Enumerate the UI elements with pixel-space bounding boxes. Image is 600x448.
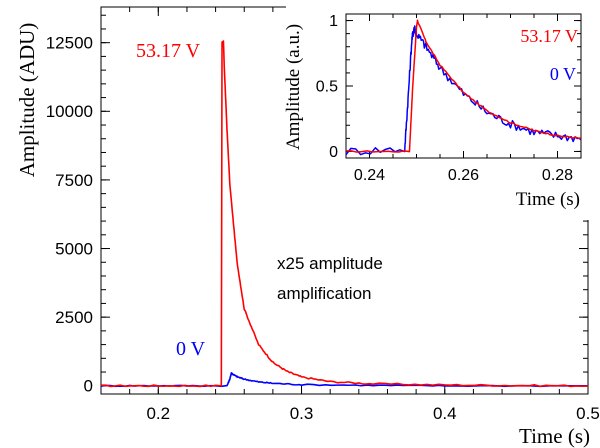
- main-legend-label-0v: 0 V: [176, 338, 206, 360]
- inset-plot-y-axis-label: Amplitude (a.u.): [283, 24, 304, 150]
- inset-legend-label-53v: 53.17 V: [520, 26, 578, 46]
- main-plot: 0.2 0.3 0.4 0.5 0 2500 5000 7500 10000 12500 Ampl…: [15, 6, 600, 448]
- y-tick-label: 0: [84, 377, 93, 396]
- inset-plot-lines: [345, 19, 582, 156]
- x-tick-label: 0.28: [542, 167, 573, 184]
- x-tick-label: 0.26: [448, 167, 479, 184]
- inset-plot-background: [286, 6, 595, 220]
- y-tick-label: 7500: [55, 171, 93, 190]
- y-tick-label: 10000: [46, 102, 93, 121]
- series-line-0v: [345, 25, 582, 156]
- y-tick-label: 0: [329, 144, 338, 161]
- inset-legend-label-0v: 0 V: [550, 64, 576, 84]
- annotation-line-1: x25 amplitude: [277, 254, 383, 273]
- y-tick-label: 5000: [55, 239, 93, 258]
- series-line-0v: [100, 372, 589, 388]
- main-plot-y-axis-label: Amplitude (ADU): [15, 23, 39, 178]
- inset-plot: 0.24 0.26 0.28 0 0.5 1 Amplitude (a.u.) Time …: [283, 6, 595, 220]
- main-plot-x-axis-label: Time (s): [519, 424, 590, 448]
- x-tick-label: 0.4: [433, 404, 457, 423]
- inset-plot-ticks: [345, 14, 582, 158]
- y-tick-label: 1: [329, 13, 338, 30]
- x-tick-label: 0.5: [576, 404, 600, 423]
- series-line-53v: [345, 19, 582, 153]
- x-tick-label: 0.24: [354, 167, 385, 184]
- y-tick-label: 0.5: [316, 79, 338, 96]
- y-tick-label: 12500: [46, 34, 93, 53]
- inset-plot-tick-labels: 0.24 0.26 0.28 0 0.5 1: [316, 13, 573, 184]
- y-tick-label: 2500: [55, 308, 93, 327]
- inset-plot-x-axis-label: Time (s): [516, 189, 580, 210]
- annotation-line-2: amplification: [277, 284, 372, 303]
- main-legend-label-53v: 53.17 V: [136, 40, 201, 62]
- main-plot-tick-labels: 0.2 0.3 0.4 0.5 0 2500 5000 7500 10000 12500: [46, 34, 600, 423]
- main-plot-lines: [100, 40, 589, 388]
- x-tick-label: 0.2: [146, 404, 170, 423]
- x-tick-label: 0.3: [290, 404, 314, 423]
- series-line-53v: [100, 40, 589, 388]
